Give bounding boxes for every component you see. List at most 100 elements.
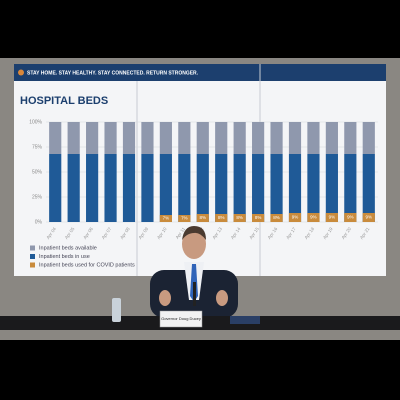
bar-segment — [141, 154, 154, 222]
chart: 0% 25% 50% 75% 100% Apr 04 Apr 05 Apr 06 Apr 07 A… — [29, 119, 378, 268]
nameplate — [159, 310, 203, 328]
data-label: 9% — [329, 215, 336, 220]
x-tick-label: Apr 04 — [45, 226, 57, 240]
bar-segment — [122, 122, 136, 154]
overlay-bar — [344, 213, 357, 222]
banner-text: STAY HOME. STAY HEALTHY. STAY CONNECTED.… — [27, 70, 199, 76]
bar-segment — [270, 154, 283, 222]
speaker-hand — [159, 290, 171, 306]
data-label: 9% — [292, 215, 299, 220]
bar-segment — [325, 154, 338, 222]
data-label: 7% — [181, 216, 188, 221]
bar-segment — [196, 154, 209, 222]
speaker — [150, 226, 238, 318]
legend-swatch — [30, 245, 35, 251]
bar-segment — [141, 122, 154, 154]
data-label: 8% — [236, 215, 243, 220]
bar-segment — [215, 122, 228, 154]
bar-segment — [344, 154, 357, 222]
bar-segment — [67, 122, 80, 154]
x-tick-label: Apr 19 — [322, 226, 334, 240]
data-label: 9% — [310, 215, 317, 220]
bar-segment — [307, 122, 320, 154]
bar-segment — [49, 122, 62, 154]
bar-segment — [86, 154, 99, 222]
x-tick-label: Apr 07 — [101, 226, 113, 240]
y-tick-label: 50% — [32, 169, 43, 175]
data-label: 9% — [347, 215, 354, 220]
bar-segment — [233, 154, 246, 222]
microphone — [193, 282, 196, 306]
x-tick-label: Apr 05 — [64, 226, 76, 240]
x-tick-label: Apr 09 — [138, 226, 150, 240]
legend-label: Inpatient beds in use — [39, 254, 90, 260]
bar-segment — [86, 122, 99, 154]
x-tick-label: Apr 13 — [211, 226, 223, 240]
speaker-hair — [182, 226, 206, 240]
bar-segment — [159, 122, 172, 154]
data-label: 8% — [273, 215, 280, 220]
y-tick-label: 0% — [35, 219, 43, 225]
bar-segment — [252, 122, 265, 154]
x-tick-label: Apr 10 — [156, 226, 168, 240]
x-tick-label: Apr 15 — [248, 226, 260, 240]
overlay-bar — [159, 215, 172, 222]
bar-segment — [344, 122, 357, 154]
data-label: 8% — [200, 215, 207, 220]
y-tick-label: 100% — [29, 119, 42, 125]
legend-label: Inpatient beds available — [39, 245, 97, 251]
data-label: 9% — [366, 215, 373, 220]
overlay-bar — [307, 213, 320, 222]
x-tick-label: Apr 17 — [285, 226, 297, 240]
speaker-head — [182, 229, 206, 259]
folder — [230, 316, 260, 324]
water-bottle — [112, 298, 121, 322]
data-label: 8% — [255, 215, 262, 220]
bar-segment — [288, 122, 302, 154]
bar-segment — [196, 122, 209, 154]
bar-segment — [104, 122, 117, 154]
bar-segment — [104, 154, 117, 222]
banner-bar — [14, 64, 386, 81]
data-label: 8% — [218, 215, 225, 220]
bar-segment — [362, 154, 375, 222]
bar-segment — [215, 154, 228, 222]
overlay-bar — [233, 214, 246, 222]
overlay-bar — [288, 213, 302, 222]
speaker-hand — [216, 290, 228, 306]
nameplate-text: Governor Doug Ducey — [161, 316, 201, 321]
bar-segment — [178, 122, 191, 154]
bar-segment — [49, 154, 62, 222]
overlay-bar — [178, 215, 191, 222]
legend-label: Inpatient beds used for COVID patients — [39, 262, 135, 268]
banner-icon — [18, 69, 24, 76]
legend-swatch — [30, 254, 35, 259]
x-tick-label: Apr 20 — [340, 226, 352, 240]
overlay-bar — [252, 214, 265, 222]
y-tick-label: 25% — [32, 194, 43, 200]
bar-segment — [67, 154, 80, 222]
bar-segment — [307, 154, 320, 222]
bar-segment — [178, 154, 191, 222]
overlay-bar — [196, 214, 209, 222]
x-tick-label: Apr 11 — [175, 226, 187, 240]
overlay-bar — [215, 214, 228, 222]
chart-title: HOSPITAL BEDS — [20, 95, 108, 107]
x-tick-label: Apr 18 — [304, 226, 316, 240]
y-tick-label: 75% — [32, 144, 43, 150]
legend-swatch — [30, 262, 35, 268]
bar-segment — [233, 122, 246, 154]
bar-segment — [122, 154, 136, 222]
bar-segment — [325, 122, 338, 154]
overlay-bar — [325, 213, 338, 222]
x-tick-label: Apr 08 — [119, 226, 131, 240]
overlay-bar — [270, 214, 283, 222]
bar-segment — [252, 154, 265, 222]
x-tick-label: Apr 16 — [267, 226, 279, 240]
bar-segment — [270, 122, 283, 154]
x-tick-label: Apr 14 — [230, 226, 242, 240]
bar-segment — [362, 122, 375, 154]
overlay-bar — [362, 213, 375, 222]
data-label: 7% — [163, 216, 170, 221]
